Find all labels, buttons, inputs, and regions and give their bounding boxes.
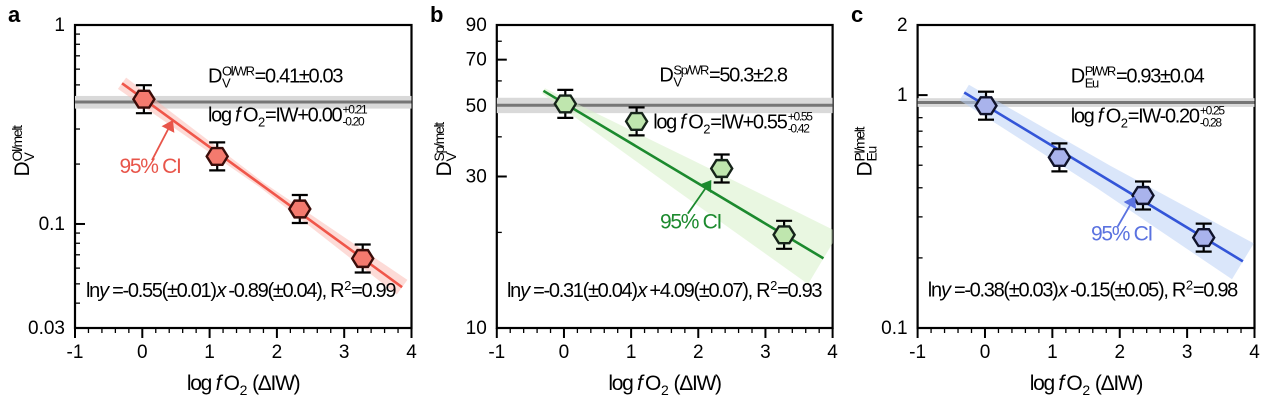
svg-text:ln: ln bbox=[928, 280, 941, 302]
svg-text:30: 30 bbox=[466, 167, 487, 188]
svg-text:0: 0 bbox=[559, 342, 570, 363]
svg-text:2: 2 bbox=[770, 278, 777, 293]
svg-text:-1: -1 bbox=[909, 342, 926, 363]
svg-text:=0.98: =0.98 bbox=[1193, 280, 1238, 302]
svg-text:D: D bbox=[433, 162, 456, 177]
svg-text:2: 2 bbox=[693, 342, 704, 363]
svg-text:a: a bbox=[8, 2, 21, 27]
svg-text:b: b bbox=[430, 2, 443, 27]
svg-text:50: 50 bbox=[466, 96, 487, 117]
svg-text:log: log bbox=[187, 372, 216, 395]
svg-text:O: O bbox=[645, 372, 661, 395]
svg-text:O: O bbox=[224, 372, 240, 395]
svg-text:0.1: 0.1 bbox=[39, 214, 65, 235]
svg-text:log: log bbox=[1071, 106, 1098, 128]
svg-text:3: 3 bbox=[339, 342, 350, 363]
svg-text:O: O bbox=[688, 112, 703, 134]
svg-text:1: 1 bbox=[1047, 342, 1058, 363]
svg-text:log: log bbox=[1030, 372, 1059, 395]
svg-text:4: 4 bbox=[406, 342, 417, 363]
svg-text:log: log bbox=[608, 372, 637, 395]
svg-text:O: O bbox=[243, 105, 258, 127]
svg-text:1: 1 bbox=[626, 342, 637, 363]
svg-text:log: log bbox=[653, 112, 680, 134]
svg-text:2: 2 bbox=[1114, 342, 1125, 363]
svg-text:95% CI: 95% CI bbox=[120, 155, 181, 178]
svg-text:95% CI: 95% CI bbox=[1091, 222, 1152, 245]
svg-text:95% CI: 95% CI bbox=[660, 210, 721, 233]
svg-text:0: 0 bbox=[137, 342, 148, 363]
svg-text:c: c bbox=[851, 2, 863, 27]
svg-text:ln: ln bbox=[507, 280, 520, 302]
svg-text:=0.93±0.04: =0.93±0.04 bbox=[1116, 66, 1205, 88]
svg-text:1: 1 bbox=[204, 342, 215, 363]
svg-text:=0.93: =0.93 bbox=[777, 280, 822, 302]
svg-text:D: D bbox=[854, 162, 877, 177]
svg-text:70: 70 bbox=[466, 50, 487, 71]
svg-text:10: 10 bbox=[466, 318, 487, 339]
svg-text:1: 1 bbox=[54, 15, 65, 36]
svg-text:Eu: Eu bbox=[864, 146, 880, 161]
svg-text:=IW+0.00: =IW+0.00 bbox=[265, 105, 342, 127]
svg-text:(ΔIW): (ΔIW) bbox=[1090, 372, 1142, 395]
svg-text:+4.09(±0.07), R: +4.09(±0.07), R bbox=[649, 280, 770, 302]
svg-text:D: D bbox=[11, 162, 34, 177]
svg-text:3: 3 bbox=[1182, 342, 1193, 363]
svg-text:log: log bbox=[208, 105, 235, 127]
svg-text:-0.20: -0.20 bbox=[343, 115, 365, 129]
svg-text:90: 90 bbox=[466, 15, 487, 36]
svg-text:0: 0 bbox=[980, 342, 991, 363]
svg-text:=50.3±2.8: =50.3±2.8 bbox=[709, 65, 788, 87]
svg-text:=IW+0.55: =IW+0.55 bbox=[710, 112, 787, 134]
svg-text:-0.42: -0.42 bbox=[788, 122, 810, 136]
svg-text:=0.99: =0.99 bbox=[351, 280, 396, 302]
svg-text:=-0.38(±0.03): =-0.38(±0.03) bbox=[954, 280, 1058, 302]
svg-text:2: 2 bbox=[272, 342, 283, 363]
svg-text:D: D bbox=[1071, 66, 1085, 88]
svg-text:=-0.55(±0.01): =-0.55(±0.01) bbox=[112, 280, 216, 302]
svg-text:=0.41±0.03: =0.41±0.03 bbox=[255, 66, 344, 88]
svg-text:(ΔIW): (ΔIW) bbox=[248, 372, 300, 395]
svg-text:1: 1 bbox=[897, 85, 908, 106]
svg-text:=IW-0.20: =IW-0.20 bbox=[1128, 106, 1200, 128]
svg-text:D: D bbox=[208, 66, 222, 88]
svg-text:0.03: 0.03 bbox=[28, 318, 65, 339]
svg-text:(ΔIW): (ΔIW) bbox=[669, 372, 721, 395]
svg-text:=-0.31(±0.04): =-0.31(±0.04) bbox=[533, 280, 637, 302]
svg-text:O: O bbox=[1066, 372, 1082, 395]
svg-text:2: 2 bbox=[897, 15, 908, 36]
svg-text:4: 4 bbox=[1249, 342, 1260, 363]
svg-text:-1: -1 bbox=[67, 342, 84, 363]
svg-text:-0.15(±0.05), R: -0.15(±0.05), R bbox=[1070, 280, 1186, 302]
svg-text:-0.89(±0.04), R: -0.89(±0.04), R bbox=[228, 280, 344, 302]
svg-text:3: 3 bbox=[760, 342, 771, 363]
svg-text:Eu: Eu bbox=[1085, 76, 1099, 91]
svg-text:0.1: 0.1 bbox=[881, 318, 907, 339]
svg-text:-1: -1 bbox=[488, 342, 505, 363]
svg-text:-0.28: -0.28 bbox=[1200, 116, 1222, 130]
svg-text:D: D bbox=[659, 65, 673, 87]
svg-text:ln: ln bbox=[86, 280, 99, 302]
svg-text:O: O bbox=[1106, 106, 1121, 128]
svg-text:4: 4 bbox=[827, 342, 838, 363]
